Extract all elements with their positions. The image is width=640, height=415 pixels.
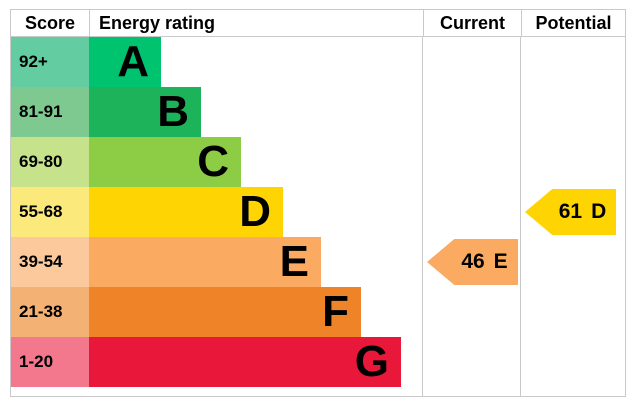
score-cell: 39-54 [11,237,89,287]
header-potential-label: Potential [535,12,612,33]
header-current: Current [423,10,521,36]
band-letter: E [279,237,309,286]
band-letter: C [197,137,229,186]
band-letter: B [157,87,189,136]
band-row: 92+ A [11,37,625,87]
rating-band: C [89,137,241,187]
score-range-label: 21-38 [19,302,63,321]
current-column-divider [422,37,423,396]
header-energy-rating-label: Energy rating [99,12,216,33]
band-letter: A [117,37,149,86]
score-range-label: 69-80 [19,152,63,171]
chart-body: 92+ A 81-91 B 69-80 C 55-68 D 39-54 [11,37,625,396]
score-cell: 81-91 [11,87,89,137]
band-row: 39-54 E [11,237,625,287]
header-potential: Potential [521,10,625,36]
score-range-label: 55-68 [19,202,63,221]
score-cell: 55-68 [11,187,89,237]
score-range-label: 81-91 [19,102,63,121]
score-cell: 92+ [11,37,89,87]
score-cell: 69-80 [11,137,89,187]
band-row: 1-20 G [11,337,625,387]
header-score-label: Score [24,12,76,33]
rating-band: F [89,287,361,337]
epc-rating-chart: Score Energy rating Current Potential 92… [10,9,626,397]
band-letter: G [354,337,389,386]
chart-header: Score Energy rating Current Potential [11,10,625,37]
rating-band: D [89,187,283,237]
band-rows: 92+ A 81-91 B 69-80 C 55-68 D 39-54 [11,37,625,387]
potential-rating-value: 61 [558,200,583,223]
band-row: 81-91 B [11,87,625,137]
rating-band: A [89,37,161,87]
rating-band: G [89,337,401,387]
potential-column-divider [520,37,521,396]
header-current-label: Current [439,12,505,33]
band-row: 69-80 C [11,137,625,187]
current-rating-band-letter: E [493,250,508,273]
header-energy-rating: Energy rating [89,10,423,36]
score-range-label: 39-54 [19,252,63,271]
band-row: 21-38 F [11,287,625,337]
band-letter: D [239,187,271,236]
score-range-label: 92+ [19,52,48,71]
score-range-label: 1-20 [19,352,54,371]
current-rating-value: 46 [461,250,485,273]
header-score: Score [11,13,89,34]
band-letter: F [322,287,349,336]
band-row: 55-68 D [11,187,625,237]
rating-band: E [89,237,321,287]
score-cell: 21-38 [11,287,89,337]
rating-band: B [89,87,201,137]
potential-rating-band-letter: D [591,200,607,223]
score-cell: 1-20 [11,337,89,387]
